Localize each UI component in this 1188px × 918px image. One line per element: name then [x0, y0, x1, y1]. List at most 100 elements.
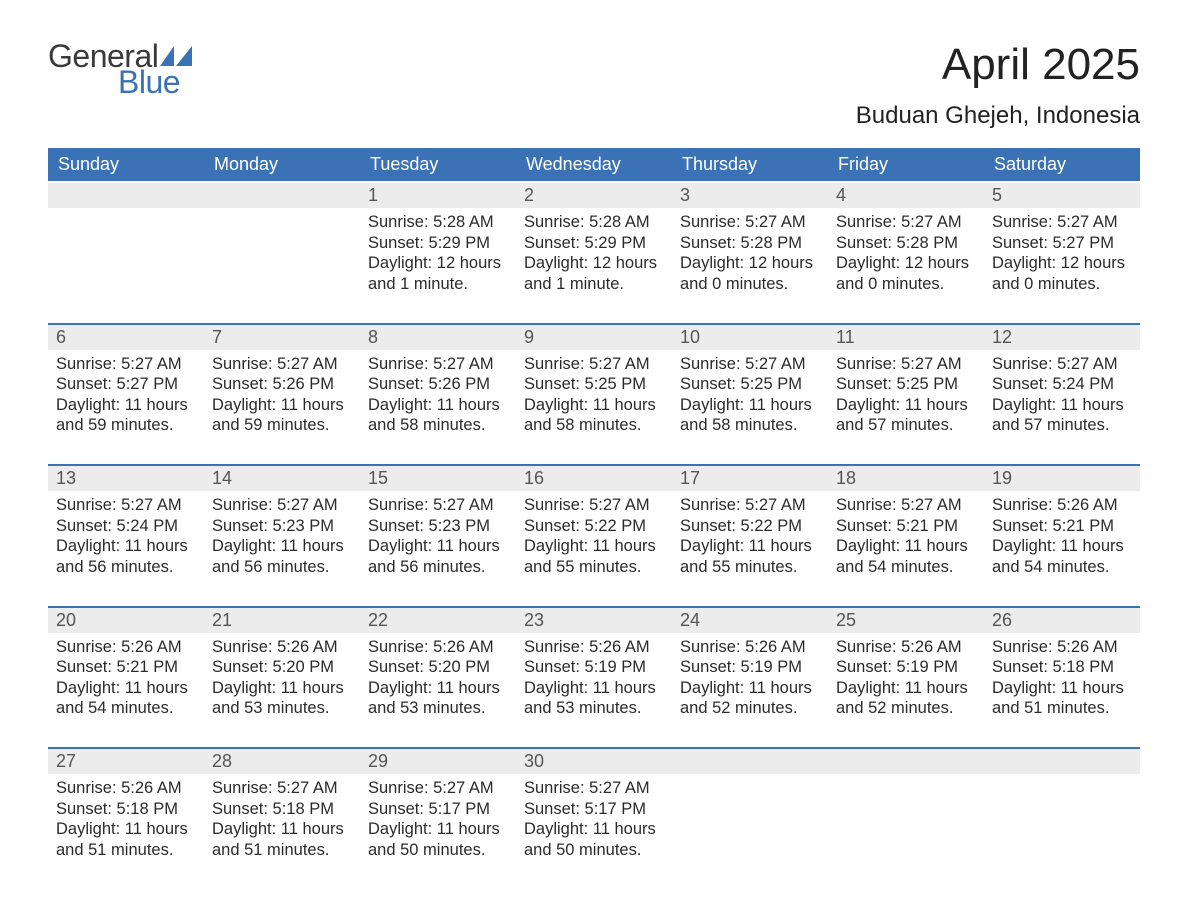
- daylight-text: Daylight: 11 hours: [368, 819, 508, 840]
- sunset-text: Sunset: 5:17 PM: [524, 799, 664, 820]
- day-cell: Sunrise: 5:27 AMSunset: 5:25 PMDaylight:…: [516, 350, 672, 466]
- daylight-text: and 51 minutes.: [56, 840, 196, 861]
- daylight-text: and 56 minutes.: [368, 557, 508, 578]
- day-cell: Sunrise: 5:27 AMSunset: 5:25 PMDaylight:…: [828, 350, 984, 466]
- day-number: 23: [516, 607, 672, 633]
- daylight-text: Daylight: 11 hours: [524, 395, 664, 416]
- daylight-text: and 56 minutes.: [212, 557, 352, 578]
- col-thursday: Thursday: [672, 148, 828, 182]
- day-number: 4: [828, 182, 984, 208]
- day-cell: Sunrise: 5:27 AMSunset: 5:17 PMDaylight:…: [360, 774, 516, 889]
- daynum-row: 27282930: [48, 748, 1140, 774]
- daylight-text: Daylight: 11 hours: [56, 395, 196, 416]
- day-number: 7: [204, 324, 360, 350]
- sunrise-text: Sunrise: 5:27 AM: [368, 778, 508, 799]
- daylight-text: Daylight: 11 hours: [524, 819, 664, 840]
- content-row: Sunrise: 5:26 AMSunset: 5:21 PMDaylight:…: [48, 633, 1140, 749]
- day-cell: Sunrise: 5:27 AMSunset: 5:24 PMDaylight:…: [48, 491, 204, 607]
- day-cell: Sunrise: 5:26 AMSunset: 5:21 PMDaylight:…: [984, 491, 1140, 607]
- sunrise-text: Sunrise: 5:27 AM: [368, 495, 508, 516]
- day-number: 27: [48, 748, 204, 774]
- sunrise-text: Sunrise: 5:27 AM: [212, 778, 352, 799]
- col-sunday: Sunday: [48, 148, 204, 182]
- sunset-text: Sunset: 5:26 PM: [368, 374, 508, 395]
- day-number: 24: [672, 607, 828, 633]
- col-friday: Friday: [828, 148, 984, 182]
- day-cell: Sunrise: 5:27 AMSunset: 5:23 PMDaylight:…: [204, 491, 360, 607]
- day-cell: Sunrise: 5:27 AMSunset: 5:27 PMDaylight:…: [984, 208, 1140, 324]
- day-number: 19: [984, 465, 1140, 491]
- col-tuesday: Tuesday: [360, 148, 516, 182]
- daylight-text: Daylight: 11 hours: [56, 678, 196, 699]
- sunset-text: Sunset: 5:19 PM: [680, 657, 820, 678]
- daylight-text: and 1 minute.: [368, 274, 508, 295]
- day-number: 10: [672, 324, 828, 350]
- day-cell: Sunrise: 5:26 AMSunset: 5:18 PMDaylight:…: [48, 774, 204, 889]
- day-cell: Sunrise: 5:27 AMSunset: 5:28 PMDaylight:…: [828, 208, 984, 324]
- day-number: 18: [828, 465, 984, 491]
- day-number: 25: [828, 607, 984, 633]
- daylight-text: Daylight: 11 hours: [212, 819, 352, 840]
- logo-word-blue: Blue: [118, 66, 192, 98]
- sunset-text: Sunset: 5:27 PM: [56, 374, 196, 395]
- daynum-row: 13141516171819: [48, 465, 1140, 491]
- day-number: 3: [672, 182, 828, 208]
- sunset-text: Sunset: 5:18 PM: [992, 657, 1132, 678]
- day-number: [204, 182, 360, 208]
- sunset-text: Sunset: 5:22 PM: [680, 516, 820, 537]
- sunrise-text: Sunrise: 5:26 AM: [56, 778, 196, 799]
- daylight-text: and 55 minutes.: [680, 557, 820, 578]
- day-cell: Sunrise: 5:27 AMSunset: 5:23 PMDaylight:…: [360, 491, 516, 607]
- day-cell: [204, 208, 360, 324]
- sunrise-text: Sunrise: 5:27 AM: [836, 495, 976, 516]
- day-number: 6: [48, 324, 204, 350]
- daylight-text: and 52 minutes.: [836, 698, 976, 719]
- day-number: 22: [360, 607, 516, 633]
- daylight-text: and 57 minutes.: [992, 415, 1132, 436]
- day-number: 14: [204, 465, 360, 491]
- header: General Blue April 2025 Buduan Ghejeh, I…: [48, 40, 1140, 140]
- daylight-text: Daylight: 11 hours: [212, 536, 352, 557]
- col-saturday: Saturday: [984, 148, 1140, 182]
- day-cell: Sunrise: 5:28 AMSunset: 5:29 PMDaylight:…: [360, 208, 516, 324]
- daylight-text: Daylight: 11 hours: [992, 678, 1132, 699]
- daylight-text: and 58 minutes.: [524, 415, 664, 436]
- sunrise-text: Sunrise: 5:27 AM: [524, 354, 664, 375]
- day-cell: Sunrise: 5:27 AMSunset: 5:21 PMDaylight:…: [828, 491, 984, 607]
- daylight-text: Daylight: 11 hours: [836, 536, 976, 557]
- daylight-text: and 57 minutes.: [836, 415, 976, 436]
- daylight-text: and 59 minutes.: [56, 415, 196, 436]
- sunrise-text: Sunrise: 5:26 AM: [212, 637, 352, 658]
- day-cell: [828, 774, 984, 889]
- daylight-text: Daylight: 11 hours: [680, 395, 820, 416]
- daylight-text: Daylight: 11 hours: [368, 536, 508, 557]
- daylight-text: and 50 minutes.: [524, 840, 664, 861]
- daylight-text: and 58 minutes.: [680, 415, 820, 436]
- col-monday: Monday: [204, 148, 360, 182]
- day-number: 20: [48, 607, 204, 633]
- daylight-text: and 52 minutes.: [680, 698, 820, 719]
- daylight-text: Daylight: 11 hours: [56, 536, 196, 557]
- daylight-text: Daylight: 12 hours: [836, 253, 976, 274]
- daylight-text: Daylight: 12 hours: [992, 253, 1132, 274]
- sunset-text: Sunset: 5:19 PM: [836, 657, 976, 678]
- daylight-text: Daylight: 11 hours: [836, 678, 976, 699]
- day-cell: Sunrise: 5:26 AMSunset: 5:20 PMDaylight:…: [204, 633, 360, 749]
- daylight-text: and 0 minutes.: [680, 274, 820, 295]
- daylight-text: Daylight: 12 hours: [368, 253, 508, 274]
- day-cell: Sunrise: 5:27 AMSunset: 5:22 PMDaylight:…: [672, 491, 828, 607]
- day-number: 21: [204, 607, 360, 633]
- day-cell: Sunrise: 5:26 AMSunset: 5:18 PMDaylight:…: [984, 633, 1140, 749]
- sunrise-text: Sunrise: 5:27 AM: [212, 495, 352, 516]
- daylight-text: Daylight: 11 hours: [524, 678, 664, 699]
- content-row: Sunrise: 5:26 AMSunset: 5:18 PMDaylight:…: [48, 774, 1140, 889]
- day-number: 8: [360, 324, 516, 350]
- daynum-row: 20212223242526: [48, 607, 1140, 633]
- sunset-text: Sunset: 5:20 PM: [212, 657, 352, 678]
- sunrise-text: Sunrise: 5:27 AM: [680, 354, 820, 375]
- sunrise-text: Sunrise: 5:27 AM: [992, 212, 1132, 233]
- day-cell: Sunrise: 5:27 AMSunset: 5:26 PMDaylight:…: [204, 350, 360, 466]
- sunrise-text: Sunrise: 5:27 AM: [680, 212, 820, 233]
- sunrise-text: Sunrise: 5:27 AM: [524, 495, 664, 516]
- sunset-text: Sunset: 5:21 PM: [56, 657, 196, 678]
